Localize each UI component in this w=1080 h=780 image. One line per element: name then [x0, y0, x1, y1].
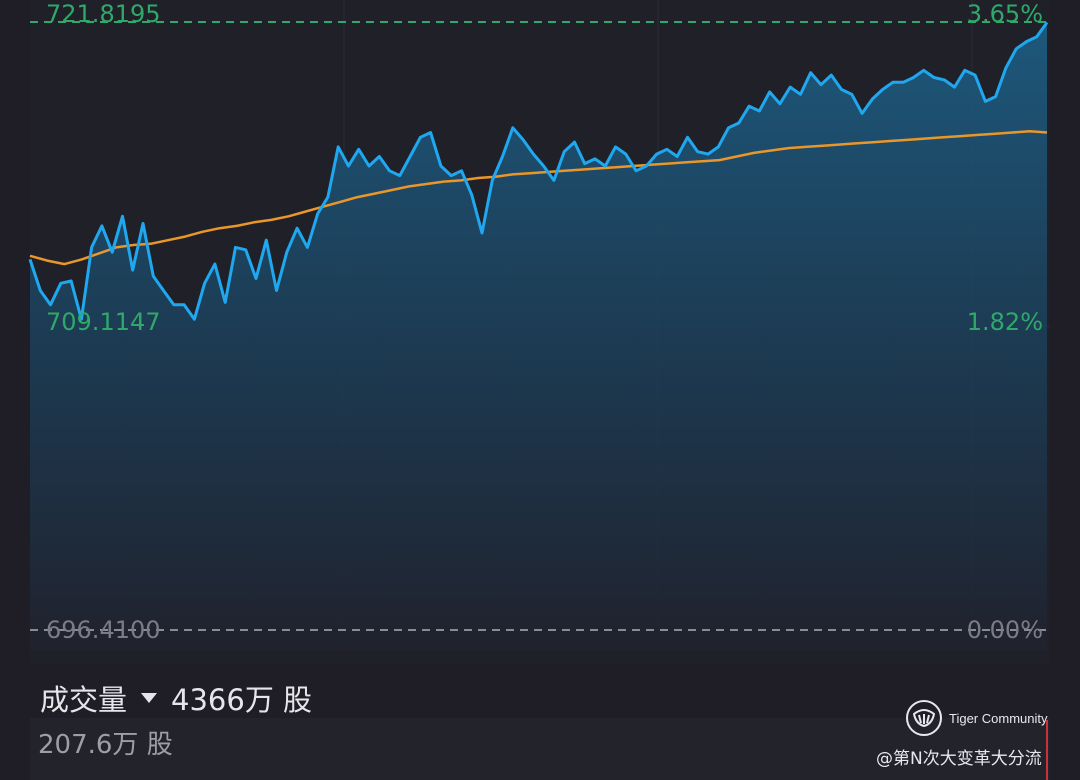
volume-total: 4366万 股: [171, 683, 313, 717]
price-area-fill: [30, 22, 1047, 650]
volume-current: 207.6万 股: [38, 730, 173, 760]
caret-down-icon[interactable]: [141, 693, 158, 703]
volume-label: 成交量: [40, 683, 128, 717]
tiger-logo-icon: [906, 700, 942, 736]
percent-base-label: 0.00%: [966, 616, 1043, 644]
price-mid-label: 709.1147: [46, 308, 161, 336]
average-price-line: [29, 130, 1048, 266]
price-base-label: 696.4100: [46, 616, 161, 644]
volume-selector[interactable]: 成交量 4366万 股: [40, 677, 312, 719]
price-high-label: 721.8195: [46, 0, 161, 28]
percent-high-label: 3.65%: [966, 0, 1043, 28]
percent-mid-label: 1.82%: [966, 308, 1043, 336]
price-line: [28, 21, 1049, 321]
intraday-chart[interactable]: [0, 0, 1080, 664]
watermark-brand: Tiger Community: [949, 711, 1048, 726]
volume-bar: [1046, 720, 1048, 780]
volume-header: [0, 664, 1080, 718]
volume-bar-panel[interactable]: [30, 718, 1050, 780]
watermark-user: @第N次大变革大分流: [876, 749, 1042, 769]
